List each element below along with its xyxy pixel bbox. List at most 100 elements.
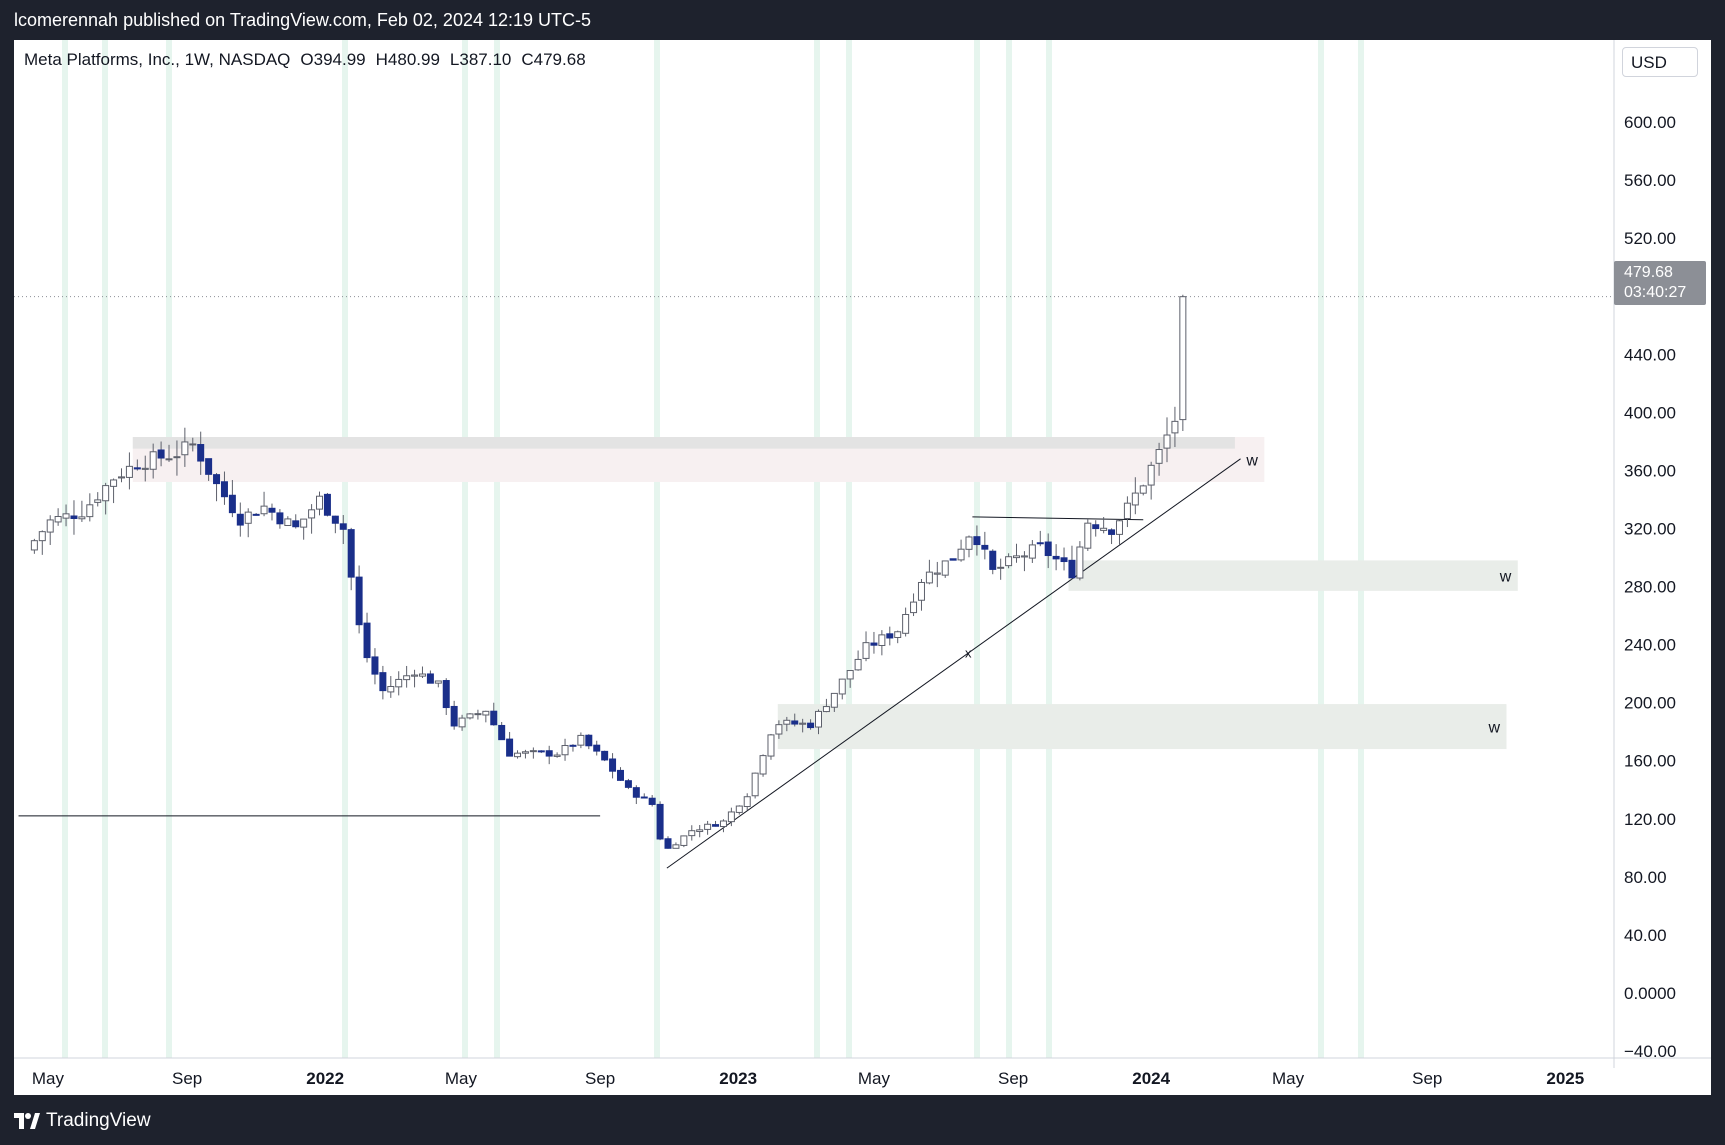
currency-button[interactable]: USD [1622, 47, 1698, 77]
candle-body [878, 634, 886, 647]
x-tick-label: 2024 [1132, 1069, 1170, 1088]
support-zone [777, 704, 1507, 750]
price-chart[interactable]: wwwx600.00560.00520.00480.00440.00400.00… [0, 0, 1725, 1095]
x-tick-label: May [445, 1069, 478, 1088]
candle-body [189, 443, 197, 446]
zone-label: w [1499, 569, 1512, 586]
candle-body [609, 758, 617, 772]
x-tick-label: Sep [998, 1069, 1028, 1088]
candle-body [1060, 557, 1068, 563]
legend-low: L387.10 [449, 50, 512, 69]
trend-line [666, 458, 1241, 869]
candle-body [411, 674, 419, 677]
session-band [1318, 40, 1324, 1058]
candle-body [799, 722, 807, 725]
candle-body [62, 513, 70, 519]
candle-body [1179, 296, 1187, 421]
candle-body [910, 601, 918, 614]
candle-body [949, 558, 957, 561]
symbol-legend: Meta Platforms, Inc., 1W, NASDAQ O394.99 H… [24, 50, 596, 70]
candle-body [205, 458, 213, 475]
candle-body [173, 456, 181, 459]
session-band [102, 40, 108, 1058]
candle-body [1100, 527, 1108, 531]
candle-body [989, 550, 997, 570]
candle-body [822, 706, 830, 713]
candle-body [846, 670, 854, 680]
candle-body [569, 744, 577, 747]
candle-body [260, 505, 268, 515]
y-tick-label: 0.0000 [1624, 984, 1676, 1003]
candle-body [213, 474, 221, 485]
legend-close: C479.68 [521, 50, 586, 69]
candle-body [276, 512, 284, 525]
y-tick-label: 200.00 [1624, 694, 1676, 713]
candle-body [712, 824, 720, 827]
y-tick-label: 80.00 [1624, 868, 1667, 887]
candle-body [870, 642, 878, 646]
candle-body [1147, 464, 1155, 486]
candle-body [1005, 556, 1013, 567]
candle-body [236, 513, 244, 526]
candle-body [323, 493, 331, 516]
candle-body [252, 513, 260, 516]
candle-body [854, 658, 862, 671]
candle-body [981, 544, 989, 550]
candle-body [355, 576, 363, 626]
candle-body [70, 515, 78, 519]
y-tick-label: 360.00 [1624, 461, 1676, 480]
y-tick-label: 600.00 [1624, 113, 1676, 132]
last-price-value: 479.68 [1624, 264, 1673, 281]
session-band [494, 40, 500, 1058]
candle-body [1013, 555, 1021, 559]
candle-body [244, 511, 252, 524]
candle-body [704, 823, 712, 830]
candle-body [38, 531, 46, 542]
candle-body [292, 520, 300, 528]
y-tick-label: 440.00 [1624, 345, 1676, 364]
candle-body [957, 548, 965, 561]
y-tick-label: 400.00 [1624, 403, 1676, 422]
candle-body [648, 797, 656, 805]
candle-body [102, 485, 110, 502]
candle-body [268, 507, 276, 513]
candle-body [1108, 529, 1116, 535]
candle-body [545, 750, 553, 757]
session-band [814, 40, 820, 1058]
support-zone [132, 437, 1235, 449]
zone-label: w [1245, 453, 1258, 470]
candle-body [466, 713, 474, 719]
candle-body [347, 529, 355, 578]
candle-body [862, 642, 870, 659]
candle-body [1139, 485, 1147, 494]
candle-body [656, 803, 664, 840]
bar-countdown: 03:40:27 [1624, 284, 1687, 301]
y-tick-label: 160.00 [1624, 752, 1676, 771]
candle-body [418, 673, 426, 677]
candle-body [1171, 420, 1179, 434]
candle-body [181, 441, 189, 456]
session-band [1006, 40, 1012, 1058]
candle-body [387, 685, 395, 693]
candle-body [941, 560, 949, 576]
candle-body [688, 830, 696, 837]
candle-body [917, 581, 925, 601]
candle-body [284, 518, 292, 526]
candle-body [339, 523, 347, 530]
tradingview-logo[interactable]: TradingView [14, 1110, 151, 1132]
candle-body [165, 458, 173, 461]
candle-body [529, 750, 537, 753]
candle-body [458, 717, 466, 728]
y-tick-label: 240.00 [1624, 636, 1676, 655]
candle-body [561, 745, 569, 756]
candle-body [1163, 434, 1171, 449]
candle-body [894, 631, 902, 638]
candle-body [727, 811, 735, 823]
candle-body [1092, 524, 1100, 530]
candle-body [197, 444, 205, 462]
candle-body [316, 495, 324, 510]
session-band [462, 40, 468, 1058]
footer-bar [0, 1095, 1725, 1145]
candle-body [601, 750, 609, 761]
candle-body [220, 481, 228, 498]
